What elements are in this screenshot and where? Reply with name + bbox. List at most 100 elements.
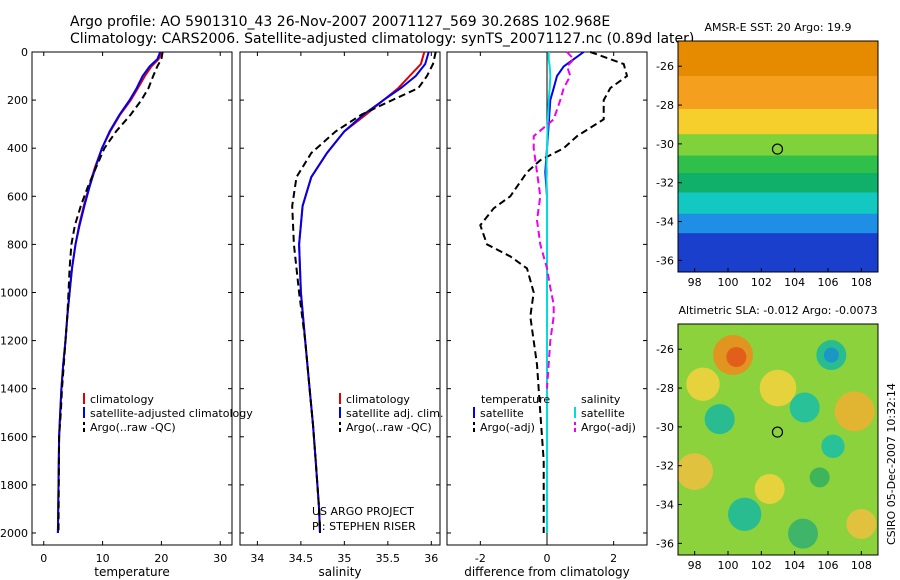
x-tick-label: 35 [337, 552, 351, 565]
legend-label: Argo(-adj) [581, 421, 636, 434]
sst-zone [678, 108, 878, 135]
legend-label: Argo(-adj) [480, 421, 535, 434]
x-tick-label: 30 [213, 552, 227, 565]
y-tick-label: 200 [7, 94, 28, 107]
profile-panel-1: 0 10 20 30 0 200 400 600 800 1000 1200 1400 1600 1800… [0, 46, 233, 579]
sst-zone [678, 41, 878, 77]
sla-anomaly [759, 369, 797, 407]
sla-anomaly [809, 467, 830, 488]
series-line-2 [56, 51, 162, 534]
sla-anomaly [834, 391, 875, 432]
y-tick-label: 1000 [0, 286, 28, 299]
map-title: Altimetric SLA: -0.012 Argo: -0.0073 [679, 304, 878, 317]
series-line-2 [298, 51, 430, 534]
series-line-1 [298, 51, 426, 534]
y-tick-label: 600 [7, 190, 28, 203]
legend-label: Argo(..raw -QC) [90, 421, 176, 434]
legend-label: satellite adj. clim. [346, 407, 443, 420]
sla-anomaly [754, 474, 785, 504]
sst-zone [678, 173, 878, 193]
argo-location-marker [771, 143, 784, 155]
map-frame [677, 40, 879, 273]
legend-label: satellite [480, 407, 524, 420]
plot-frame [239, 51, 441, 546]
legend-difference: temperature salinitysatelliteArgo(-adj)sa… [473, 393, 636, 434]
x-tick-label: 98 [688, 276, 702, 289]
x-tick-label: 100 [718, 276, 739, 289]
x-tick-label: 106 [818, 559, 839, 572]
sst-zone [678, 134, 878, 157]
sla-anomaly [704, 404, 735, 435]
legend-label: satellite [581, 407, 625, 420]
x-tick-label: 100 [718, 559, 739, 572]
x-tick-label: 98 [688, 559, 702, 572]
x-tick-label: 106 [818, 276, 839, 289]
legend-group-label: temperature [481, 393, 550, 406]
sst-zone [678, 233, 878, 272]
sla-anomaly [686, 367, 720, 401]
series-line-3 [57, 51, 164, 534]
x-tick-label: 104 [784, 559, 805, 572]
x-tick-label: 35.5 [376, 552, 401, 565]
sst-zone [678, 155, 878, 174]
legend-label: satellite-adjusted climatology [90, 407, 253, 420]
y-tick-label: -26 [656, 343, 674, 356]
x-tick-label: 104 [784, 276, 805, 289]
x-tick-label: -2 [475, 552, 486, 565]
series-line-1 [56, 51, 163, 534]
header-line-1: Argo profile: AO 5901310_43 26-Nov-2007 … [70, 14, 610, 30]
credit-label: CSIRO 05-Dec-2007 10:32:14 [885, 383, 898, 545]
x-tick-label: 0 [544, 552, 551, 565]
y-tick-label: 1400 [0, 383, 28, 396]
sla-anomaly [788, 518, 818, 549]
y-tick-label: 1600 [0, 431, 28, 444]
y-tick-label: 0 [21, 46, 28, 59]
map-panel-1: 98 100 102 104 106 108 -26 -28 -30 -32 -34 -36 AMSR-… [656, 21, 879, 289]
y-tick-label: 800 [7, 238, 28, 251]
legend-label: climatology [90, 393, 154, 406]
y-tick-label: -28 [656, 99, 674, 112]
y-tick-label: -26 [656, 60, 674, 73]
y-tick-label: -28 [656, 382, 674, 395]
sla-anomaly [678, 453, 713, 490]
map-panel-2: 98 100 102 104 106 108 -26 -28 -30 -32 -34 -36 Altim… [656, 304, 879, 572]
legend-label: Argo(..raw -QC) [346, 421, 432, 434]
map-field [678, 324, 878, 555]
project-label: US ARGO PROJECT [312, 505, 414, 518]
y-tick-label: 2000 [0, 527, 28, 540]
series-line-3 [545, 52, 552, 533]
y-tick-label: -30 [656, 421, 674, 434]
legend-group-label: salinity [581, 393, 621, 406]
map-title: AMSR-E SST: 20 Argo: 19.9 [704, 21, 851, 34]
sla-anomaly [823, 347, 839, 363]
series-line-2 [479, 51, 629, 533]
x-tick-label: 102 [751, 276, 772, 289]
y-tick-label: -30 [656, 138, 674, 151]
x-axis-label: temperature [94, 565, 169, 579]
pi-label: PI: STEPHEN RISER [312, 520, 416, 533]
profile-panel-2: 34 34.5 35 35.5 36 salinity [239, 51, 441, 579]
x-tick-label: 20 [154, 552, 168, 565]
sla-anomaly [728, 497, 762, 531]
sst-zone [678, 75, 878, 110]
sla-background [678, 324, 878, 555]
legend-label: climatology [346, 393, 410, 406]
x-tick-label: 10 [96, 552, 110, 565]
x-tick-label: 108 [851, 559, 872, 572]
y-tick-label: -34 [656, 216, 674, 229]
y-tick-label: -32 [656, 460, 674, 473]
x-axis-label: salinity [318, 565, 361, 579]
x-tick-label: 102 [751, 559, 772, 572]
sla-anomaly [846, 508, 877, 539]
x-axis-label: difference from climatology [464, 565, 630, 579]
header-line-2: Climatology: CARS2006. Satellite-adjuste… [70, 31, 694, 47]
map-field [678, 41, 878, 272]
sla-anomaly [821, 434, 845, 458]
series-line-1 [544, 51, 585, 533]
x-tick-label: 2 [610, 552, 617, 565]
x-tick-label: 34 [250, 552, 264, 565]
